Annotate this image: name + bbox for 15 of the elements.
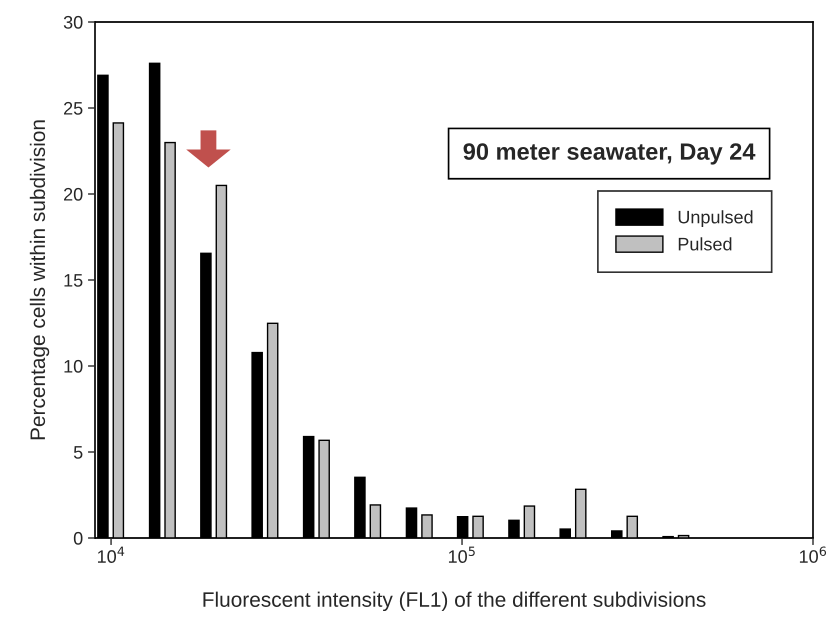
y-tick-label: 0 [74,532,82,545]
text: 90 meter seawater, Day 24 [464,143,756,165]
y-tick-label: 5 [74,446,82,459]
y-axis-title: Percentage cells within subdivision [30,120,50,440]
x-tick-label: 10$^{4}$ [98,546,124,563]
legend-label: Pulsed [678,237,732,251]
y-tick-label: 25 [64,102,82,115]
x-axis-title: Fluorescent intensity (FL1) of the different subdivisions [203,592,706,612]
legend-label: Unpulsed [678,210,752,228]
x-tick-label: 10$^{6}$ [800,546,826,563]
y-tick-label: 10 [64,360,82,373]
y-tick-label: 30 [64,16,82,29]
y-tick-label: 20 [64,188,82,201]
y-tick-label: 15 [64,274,82,287]
x-tick-label: 10$^{5}$ [448,546,475,563]
